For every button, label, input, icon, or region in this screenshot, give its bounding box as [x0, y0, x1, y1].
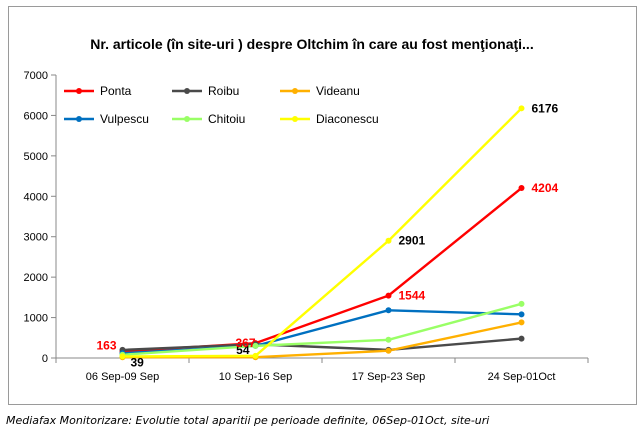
legend-item-diaconescu: Diaconescu: [280, 112, 379, 126]
legend-item-chitoiu: Chitoiu: [172, 112, 245, 126]
legend-item-vulpescu: Vulpescu: [64, 112, 149, 126]
y-tick-label: 0: [42, 353, 48, 365]
legend-marker: [76, 88, 82, 94]
data-label: 2901: [399, 234, 426, 248]
chart-frame: [8, 6, 637, 405]
legend-marker: [292, 116, 298, 122]
legend-marker: [184, 116, 190, 122]
x-tick-label: 06 Sep-09 Sep: [86, 371, 159, 383]
y-axis: 0 1000 2000 3000 4000 5000 6000 7000: [24, 70, 56, 365]
data-point-chitoiu: [385, 336, 392, 343]
data-point-vulpescu: [518, 311, 525, 318]
data-point-diaconescu: [252, 352, 259, 359]
data-point-chitoiu: [252, 342, 259, 349]
data-label: 4204: [532, 181, 559, 195]
x-tick-label: 17 Sep-23 Sep: [352, 371, 425, 383]
data-label: 1544: [399, 289, 426, 303]
source-caption: Mediafax Monitorizare: Evolutie total ap…: [6, 414, 490, 427]
data-label: 39: [131, 355, 145, 369]
data-point-roibu: [518, 335, 525, 342]
data-label: 6176: [532, 101, 559, 115]
y-tick-label: 4000: [24, 191, 48, 203]
legend-label: Vulpescu: [100, 112, 149, 126]
data-point-diaconescu: [119, 353, 126, 360]
legend-label: Roibu: [208, 84, 239, 98]
series-points: [119, 105, 525, 361]
y-tick-label: 6000: [24, 110, 48, 122]
data-point-diaconescu: [518, 105, 525, 112]
chart-title: Nr. articole (în site-uri ) despre Oltch…: [90, 36, 533, 52]
data-point-ponta: [518, 185, 525, 192]
series-line-chitoiu: [122, 302, 522, 356]
data-point-videanu: [518, 319, 525, 326]
y-tick-label: 2000: [24, 272, 48, 284]
y-tick-label: 1000: [24, 313, 48, 325]
data-label: 367: [236, 336, 256, 350]
legend: Ponta Roibu Videanu Vulpescu Chitoiu Diacones…: [64, 84, 379, 126]
x-tick-label: 24 Sep-01Oct: [488, 371, 556, 383]
data-label: 163: [96, 338, 116, 352]
data-point-diaconescu: [385, 237, 392, 244]
y-tick-label: 3000: [24, 232, 48, 244]
legend-label: Videanu: [316, 84, 360, 98]
legend-label: Chitoiu: [208, 112, 245, 126]
series-lines: [122, 107, 523, 359]
legend-label: Diaconescu: [316, 112, 379, 126]
series-line-roibu: [122, 337, 522, 352]
series-line-diaconescu: [122, 107, 523, 358]
y-tick-label: 7000: [24, 70, 48, 82]
y-tick-label: 5000: [24, 151, 48, 163]
data-point-vulpescu: [385, 307, 392, 314]
data-label: 54: [236, 343, 250, 357]
data-point-chitoiu: [518, 300, 525, 307]
legend-marker: [184, 88, 190, 94]
legend-item-ponta: Ponta: [64, 84, 132, 98]
x-axis: 06 Sep-09 Sep 10 Sep-16 Sep 17 Sep-23 Sep 2…: [55, 358, 589, 383]
legend-item-roibu: Roibu: [172, 84, 239, 98]
legend-marker: [76, 116, 82, 122]
legend-label: Ponta: [100, 84, 132, 98]
x-tick-label: 10 Sep-16 Sep: [219, 371, 292, 383]
data-point-ponta: [385, 292, 392, 299]
legend-marker: [292, 88, 298, 94]
legend-item-videanu: Videanu: [280, 84, 360, 98]
data-point-videanu: [385, 347, 392, 354]
